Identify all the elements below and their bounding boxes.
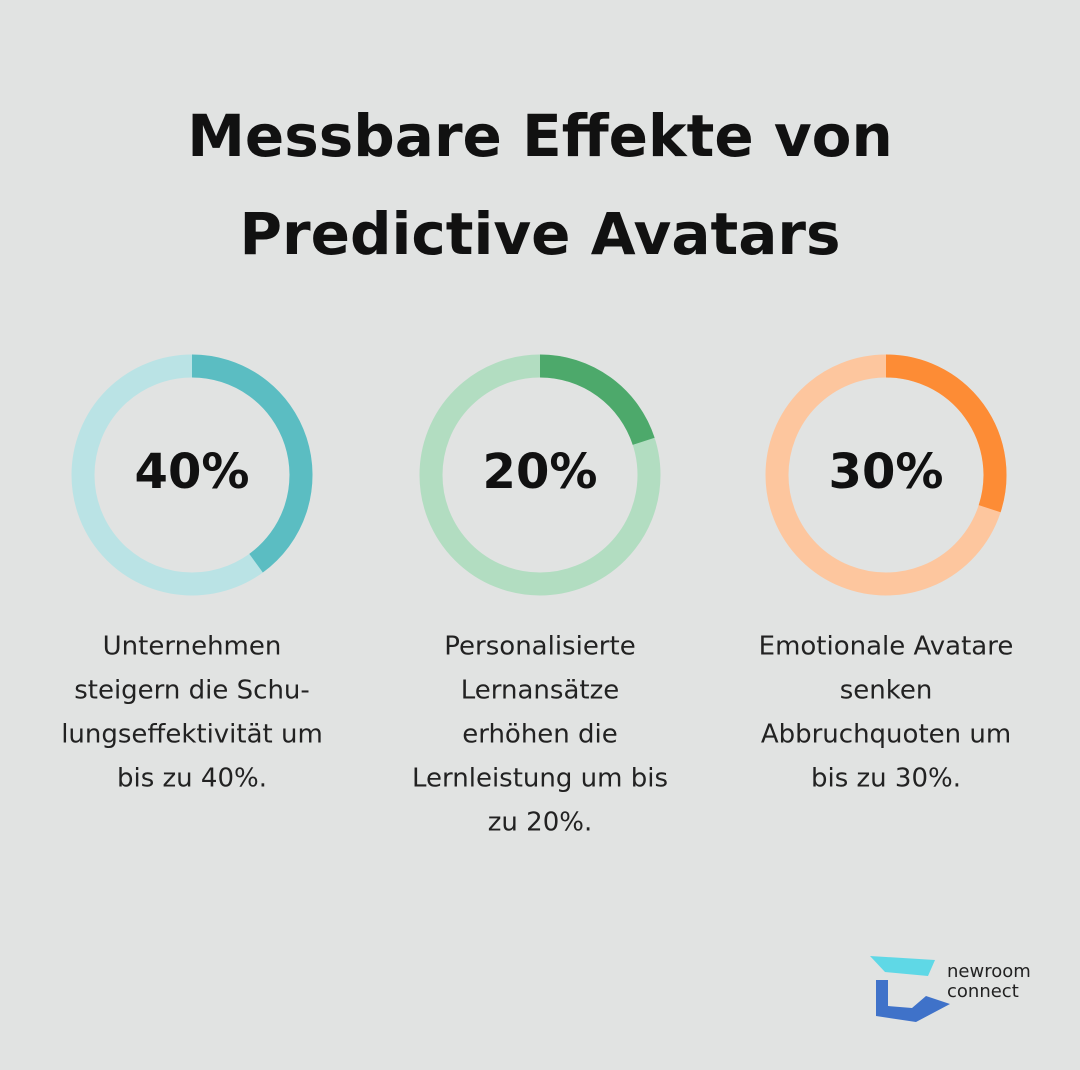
logo: newroom connect xyxy=(870,956,1031,1022)
caption-line: zu 20%. xyxy=(488,808,592,838)
caption-line: bis zu 30%. xyxy=(811,764,961,794)
caption-line: senken xyxy=(840,676,933,706)
title-line: Messbare Effekte von xyxy=(187,102,893,170)
value-label: 20% xyxy=(483,444,598,500)
caption-line: lungseffektivität um xyxy=(61,720,323,750)
caption-line: Abbruchquoten um xyxy=(761,720,1011,750)
value-label: 40% xyxy=(135,444,250,500)
logo-text: newroom xyxy=(947,961,1031,982)
title-line: Predictive Avatars xyxy=(240,200,841,268)
caption-line: Unternehmen xyxy=(103,632,282,662)
caption-line: erhöhen die xyxy=(462,720,618,750)
donut-arc xyxy=(539,354,655,446)
caption-line: Lernansätze xyxy=(461,676,619,706)
caption-line: Lernleistung um bis xyxy=(412,764,668,794)
caption-line: bis zu 40%. xyxy=(117,764,267,794)
logo-shape xyxy=(876,980,950,1022)
donut-arc xyxy=(885,354,1007,513)
caption-line: Emotionale Avatare xyxy=(759,632,1014,662)
donut-arc xyxy=(191,354,313,573)
caption-line: steigern die Schu- xyxy=(74,676,310,706)
logo-text: connect xyxy=(947,981,1019,1002)
caption-line: Personalisierte xyxy=(444,632,635,662)
logo-shape xyxy=(870,956,935,976)
value-label: 30% xyxy=(829,444,944,500)
